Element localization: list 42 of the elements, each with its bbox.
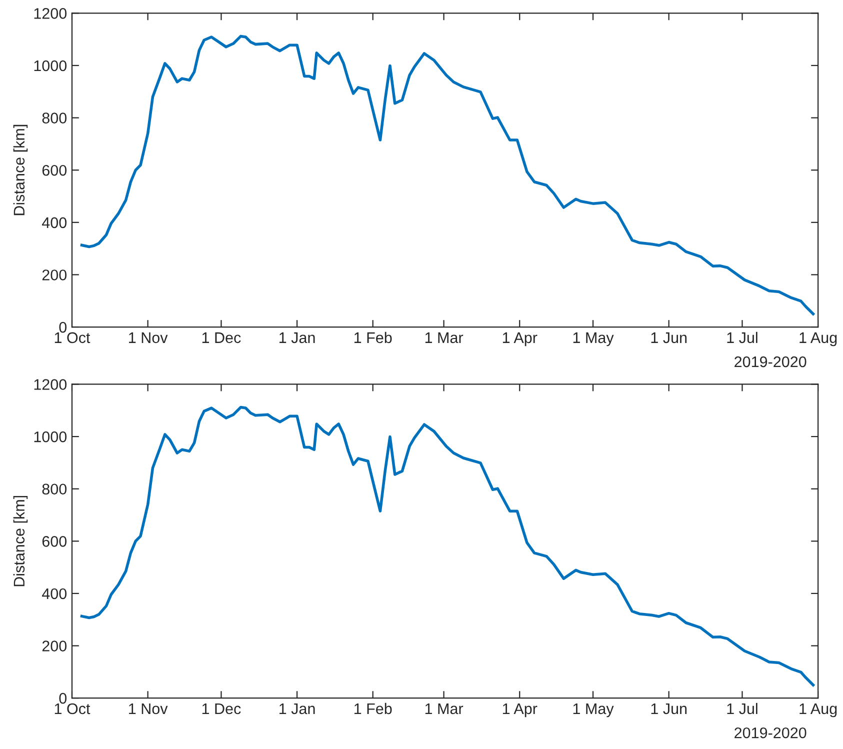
y-tick-label: 1200 — [34, 8, 67, 19]
x-tick-label: 1 Dec — [202, 332, 241, 344]
y-tick-label: 0 — [59, 322, 67, 333]
text: 2019-2020 — [734, 356, 806, 368]
x-tick-label: 1 Apr — [502, 703, 538, 718]
x-tick-label: 1 May — [573, 703, 614, 718]
text: 2019-2020 — [734, 727, 806, 738]
x-tick-label: 1 Feb — [354, 332, 392, 344]
x-tick-label: 1 Oct — [54, 703, 90, 714]
x-tick-label: 1 Nov — [129, 332, 168, 344]
x-tick-label: 1 Jan — [280, 703, 315, 714]
x-tick-label: 1 Nov — [129, 703, 168, 714]
y-tick-label: 200 — [42, 640, 67, 652]
x-tick-label: 1 Jul — [727, 332, 758, 344]
x-tick-label: 1 Feb — [354, 702, 392, 714]
x-tick-label: 1 Dec — [202, 703, 241, 714]
y-tick-label: 600 — [42, 164, 67, 176]
x-tick-label: 1 May — [573, 332, 614, 346]
x-tick-label: 1 Oct — [54, 332, 90, 344]
x-tick-label: 1 Jan — [280, 332, 315, 344]
y-tick-label: 800 — [42, 112, 67, 124]
y-tick-label: 400 — [42, 217, 67, 228]
y-tick-label: 400 — [42, 588, 67, 600]
y-tick-label: 1000 — [34, 60, 67, 72]
line-series — [80, 34, 815, 316]
x-tick-label: 1 Mar — [425, 703, 464, 714]
y-tick-label: 0 — [59, 692, 67, 704]
x-tick-label: 1 Jul — [727, 702, 758, 714]
x-tick-label: 1 Mar — [425, 332, 464, 344]
x-tick-label: 1 Aug — [800, 703, 837, 718]
x-tick-label: 1 Apr — [502, 332, 538, 346]
y-axis-title: Distance [km] — [13, 496, 28, 586]
y-tick-label: 800 — [42, 484, 67, 495]
line-series — [80, 406, 815, 686]
y-tick-label: 600 — [42, 536, 67, 547]
x-tick-label: 1 Aug — [800, 332, 837, 346]
x-tick-label: 1 Jun — [651, 332, 687, 344]
y-axis-title: Distance [km] — [13, 124, 28, 216]
y-tick-label: 1200 — [34, 379, 67, 390]
y-tick-label: 200 — [42, 270, 67, 280]
y-tick-label: 1000 — [34, 431, 67, 442]
x-tick-label: 1 Jun — [651, 703, 687, 714]
